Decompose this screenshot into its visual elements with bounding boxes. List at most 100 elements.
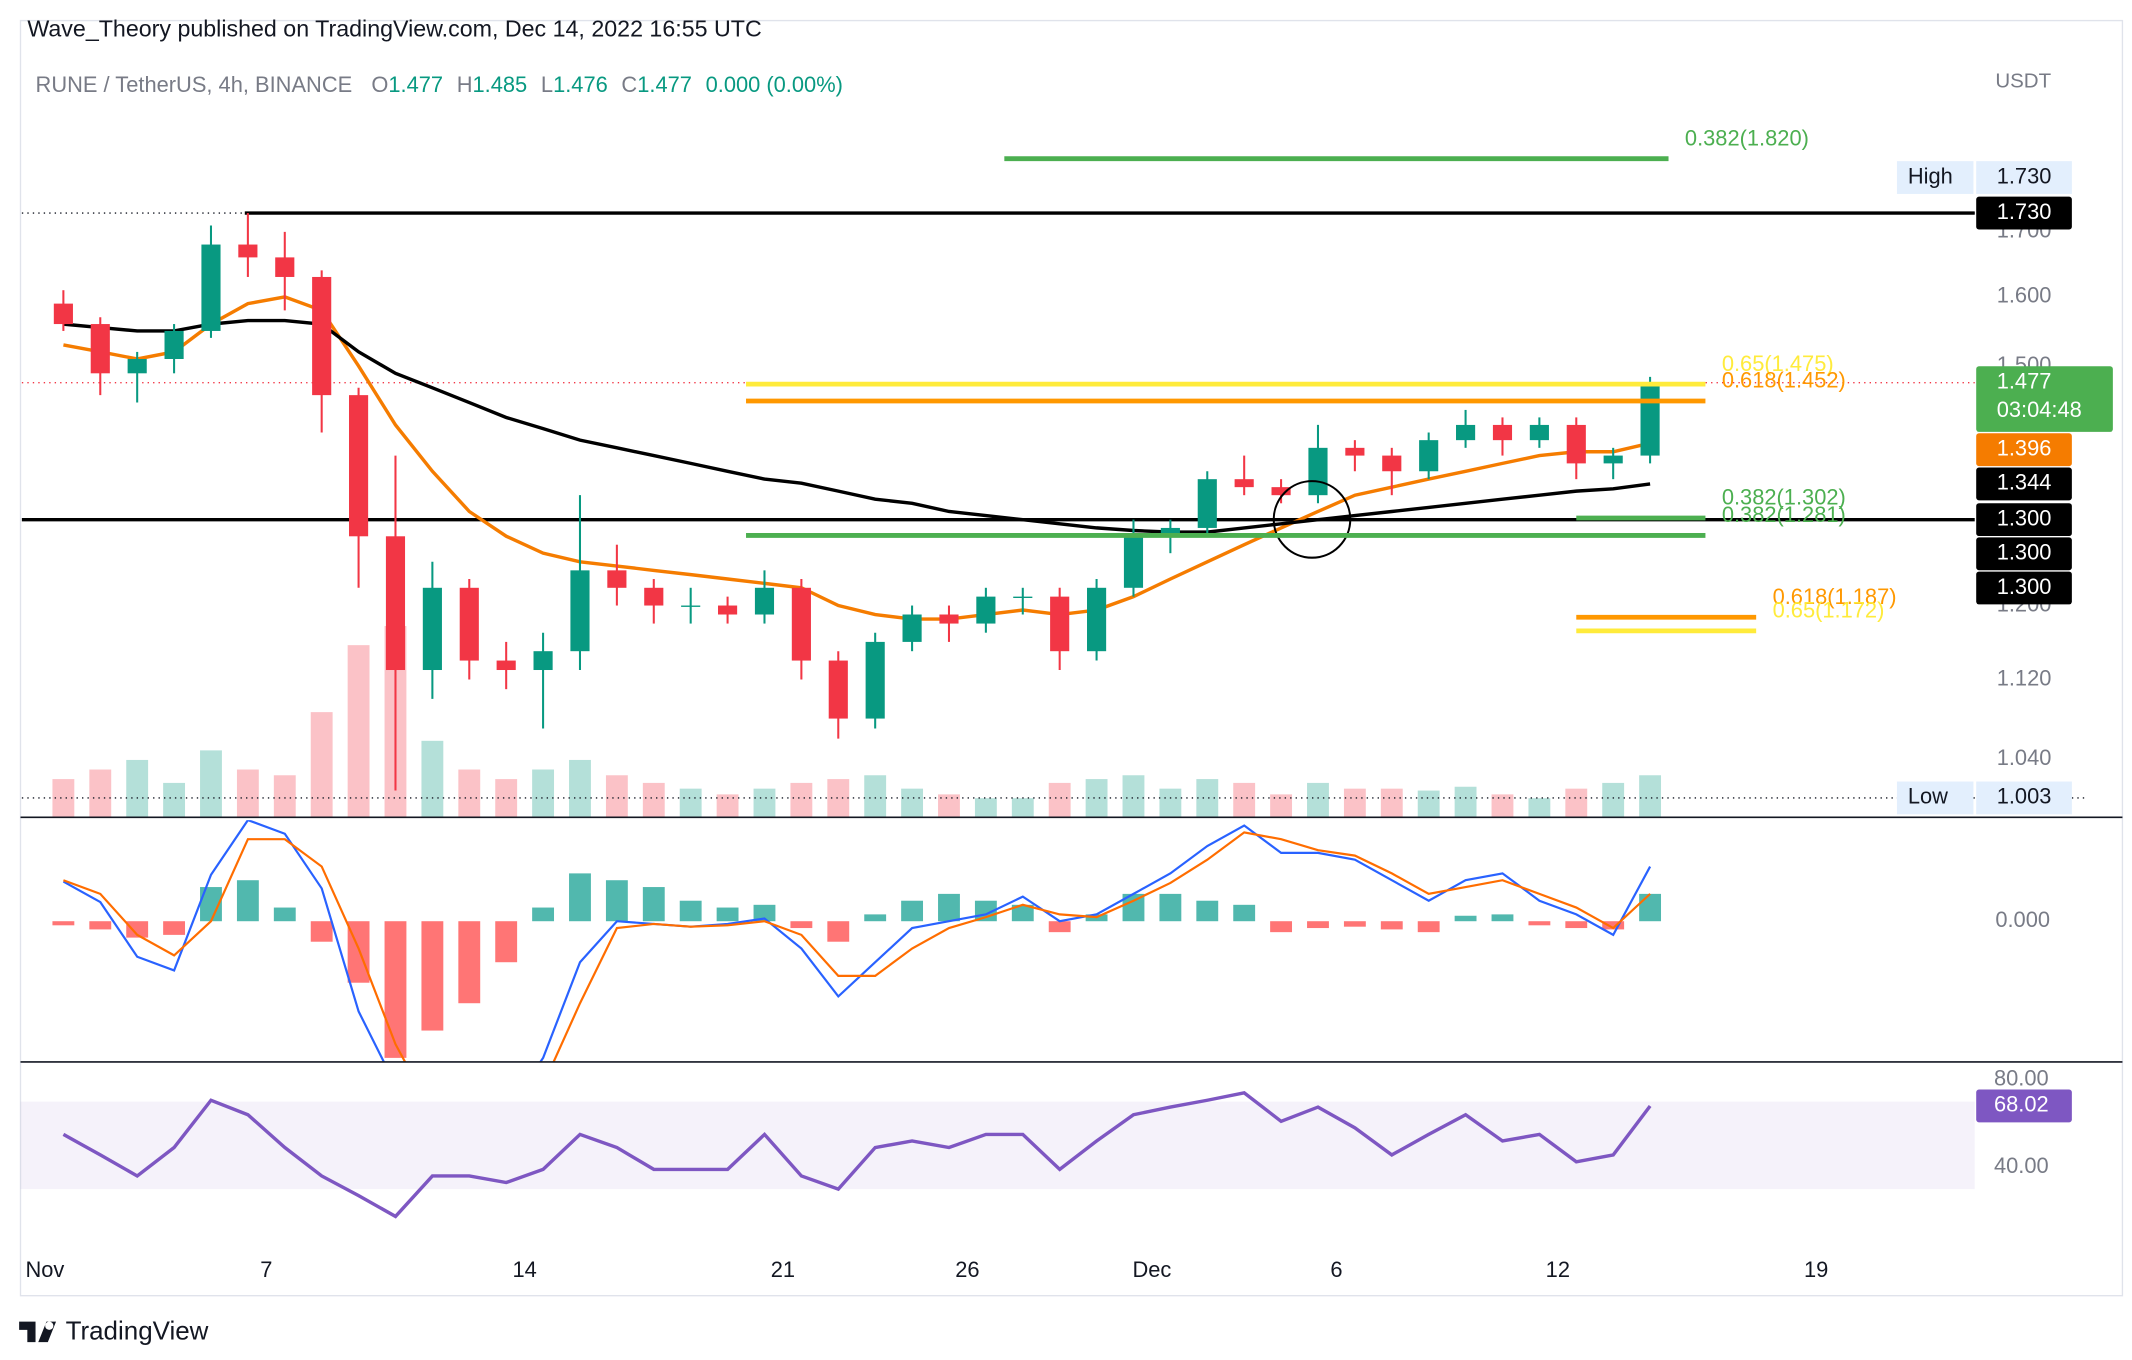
candle-body xyxy=(681,605,701,607)
x-tick-label: 26 xyxy=(955,1257,979,1282)
ohlc-key: O xyxy=(371,72,388,97)
candle-body xyxy=(1492,424,1513,441)
macd-histogram-bar xyxy=(1417,921,1440,933)
candle-body xyxy=(828,660,848,719)
macd-histogram-bar xyxy=(642,887,665,922)
candle-body xyxy=(1419,440,1439,472)
high-value-bg xyxy=(1976,161,2072,194)
candle-body xyxy=(533,651,553,671)
macd-histogram-bar xyxy=(716,907,739,922)
high-value: 1.730 xyxy=(1997,163,2052,188)
currency: USDT xyxy=(1995,70,2051,93)
low-label: Low xyxy=(1908,784,1948,809)
price-badge-label: 1.300 xyxy=(1997,574,2052,599)
moving-average xyxy=(63,295,1651,621)
candle-body xyxy=(1013,596,1033,598)
price-badge xyxy=(1976,537,2072,571)
volume-bar xyxy=(163,782,186,818)
macd-histogram-bar xyxy=(1048,921,1071,933)
volume-bar xyxy=(89,769,112,818)
rsi-tick-label: 80.00 xyxy=(1994,1066,2049,1091)
price-badge xyxy=(1976,467,2072,501)
macd-histogram-bar xyxy=(163,921,186,935)
price-badge xyxy=(1976,433,2072,467)
volume-bar xyxy=(1639,775,1662,818)
price-badge xyxy=(1976,366,2113,432)
low-value: 1.003 xyxy=(1997,784,2052,809)
macd-tick-label: 0.000 xyxy=(1995,907,2050,932)
volume-bar xyxy=(1233,782,1256,818)
macd-histogram-bar xyxy=(532,907,555,922)
macd-histogram-bar xyxy=(52,921,75,926)
price-badge-label: 1.300 xyxy=(1997,540,2052,565)
ohlc-key: L xyxy=(541,72,553,97)
candle-body xyxy=(1197,479,1217,528)
candle-body xyxy=(275,257,295,277)
fib-label: 0.382(1.820) xyxy=(1685,125,1809,150)
macd-histogram-bar xyxy=(569,873,591,922)
x-tick-label: 19 xyxy=(1804,1257,1828,1282)
macd-histogram-bar xyxy=(384,921,407,1058)
macd-histogram-bar xyxy=(1233,904,1256,922)
volume-bar xyxy=(310,712,333,818)
candle-body xyxy=(90,324,110,374)
legend: RUNE / TetherUS, 4h, BINANCE O1.477 H1.485… xyxy=(36,72,843,97)
macd-histogram-bar xyxy=(273,907,296,922)
rsi-badge-label: 68.02 xyxy=(1994,1092,2049,1117)
symbol: RUNE / TetherUS, 4h, BINANCE xyxy=(36,72,353,97)
volume-bar xyxy=(126,759,149,818)
candle-body xyxy=(976,596,996,624)
candle-body xyxy=(201,244,221,331)
macd-pane xyxy=(52,820,1662,1062)
ohlc-key: C xyxy=(621,72,637,97)
candle-body xyxy=(607,570,627,588)
candle-body xyxy=(718,605,738,615)
candle-body xyxy=(1160,527,1180,537)
volume-bar xyxy=(1122,775,1145,818)
volume-bar xyxy=(974,798,997,818)
ohlc-key: H xyxy=(457,72,473,97)
macd-histogram-bar xyxy=(1270,921,1293,933)
logo-text: TradingView xyxy=(66,1315,209,1345)
candle-body xyxy=(1566,424,1586,464)
volume-bar xyxy=(1491,794,1514,818)
candle-body xyxy=(349,395,369,537)
volume-bar xyxy=(236,769,259,818)
volume-bar xyxy=(679,788,702,818)
candle-body xyxy=(1271,487,1291,496)
volume-bar xyxy=(1085,779,1108,818)
logo-mark xyxy=(19,1321,57,1343)
volume-bar xyxy=(273,775,296,818)
price-badge-label: 1.344 xyxy=(1997,470,2052,495)
ohlc-value: 1.476 xyxy=(553,72,608,97)
macd-histogram-bar xyxy=(1565,921,1588,929)
x-tick-label: Nov xyxy=(25,1257,64,1282)
volume-bar xyxy=(1048,782,1071,818)
volume-bar xyxy=(1270,794,1293,818)
macd-histogram-bar xyxy=(1307,921,1329,929)
x-tick-label: 14 xyxy=(512,1257,536,1282)
candle-body xyxy=(754,587,775,615)
volume-bar xyxy=(938,794,960,818)
volume-bar xyxy=(458,769,481,818)
candle-body xyxy=(238,244,258,258)
macd-histogram-bar xyxy=(1196,900,1219,922)
macd-histogram-bar xyxy=(753,904,776,922)
volume-bar xyxy=(605,775,628,818)
candle-body xyxy=(164,330,184,360)
macd-histogram-bar xyxy=(200,887,222,922)
macd-histogram-bar xyxy=(1528,921,1551,926)
price-badge-label: 1.396 xyxy=(1997,435,2052,460)
candle-body xyxy=(1234,479,1254,488)
volume-bar xyxy=(1011,798,1034,818)
countdown: 03:04:48 xyxy=(1997,397,2082,422)
x-tick-label: 7 xyxy=(260,1257,272,1282)
volume-bar xyxy=(1528,798,1551,818)
macd-histogram-bar xyxy=(126,921,149,938)
price-badge xyxy=(1976,503,2072,537)
macd-line xyxy=(62,820,1652,1062)
candle-body xyxy=(53,303,73,325)
volume-bar xyxy=(52,779,75,818)
annotation-circle xyxy=(1272,480,1352,559)
